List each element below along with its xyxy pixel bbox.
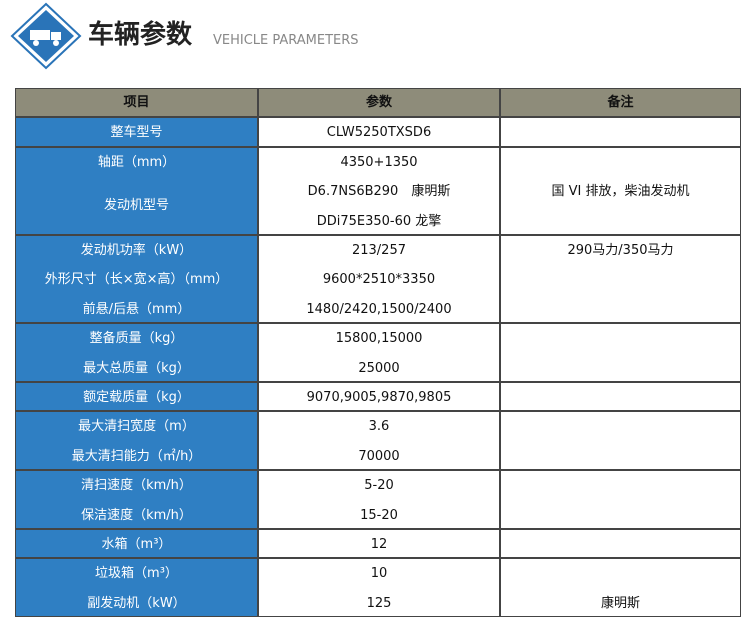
cell-text: 轴距（mm） — [97, 154, 176, 170]
table-cell: 5-20 15-20 — [258, 470, 500, 529]
table-cell: 发动机功率（kW） 外形尺寸（长×宽×高）（mm） 前悬/后悬（mm） — [15, 235, 258, 324]
cell-text: 外形尺寸（长×宽×高）（mm） — [44, 272, 229, 288]
table-cell: 垃圾箱（m³） 副发动机（kW） — [15, 558, 258, 617]
cell-text: 70000 — [358, 448, 400, 464]
table-cell: 4350+1350 D6.7NS6B290 康明斯 DDi75E350-60 龙擎 — [258, 146, 500, 235]
table-cell: 轴距（mm） 发动机型号 — [15, 146, 258, 235]
cell-text: 12 — [370, 537, 388, 552]
cell-text: 1480/2420,1500/2400 — [306, 301, 452, 317]
table-cell: 整车型号 — [15, 117, 258, 147]
logo-icon — [10, 2, 82, 70]
cell-text: 清扫速度（km/h） — [81, 478, 192, 494]
cell-text: 发动机型号 — [103, 198, 169, 214]
cell-text: 最大总质量（kg） — [83, 360, 190, 376]
cell-text: 25000 — [358, 360, 400, 376]
table-cell — [500, 411, 741, 471]
table-cell — [500, 470, 741, 529]
table-cell: 整备质量（kg） 最大总质量（kg） — [15, 323, 258, 382]
table-cell: CLW5250TXSD6 — [258, 117, 500, 147]
cell-text: D6.7NS6B290 康明斯 — [307, 184, 451, 200]
table-cell: 10 125 — [258, 558, 500, 617]
table-cell: 3.6 70000 — [258, 411, 500, 471]
cell-text: 垃圾箱（m³） — [95, 566, 178, 582]
cell-text: 3.6 — [368, 419, 390, 435]
cell-text: 保洁速度（km/h） — [81, 507, 192, 523]
cell-text: 项目 — [123, 95, 150, 110]
cell-text: 5-20 — [364, 478, 394, 494]
table-cell — [500, 117, 741, 147]
table-cell: 康明斯 — [500, 558, 741, 617]
cell-text: 15-20 — [360, 507, 398, 523]
cell-text: 整车型号 — [110, 125, 163, 141]
cell-text: 前悬/后悬（mm） — [82, 301, 191, 317]
cell-text: 213/257 — [351, 243, 406, 258]
header-cell: 参数 — [258, 88, 500, 118]
header-cell: 备注 — [500, 88, 741, 118]
table-cell — [500, 382, 741, 412]
cell-text: 290马力/350马力 — [567, 243, 674, 258]
table-cell: 9070,9005,9870,9805 — [258, 382, 500, 412]
cell-text: 水箱（m³） — [101, 537, 172, 552]
cell-text: CLW5250TXSD6 — [326, 125, 432, 141]
table-cell: 额定载质量（kg） — [15, 382, 258, 412]
table-cell: 国 VI 排放，柴油发动机 — [500, 146, 741, 235]
table-cell: 清扫速度（km/h） 保洁速度（km/h） — [15, 470, 258, 529]
table-cell: 最大清扫宽度（m） 最大清扫能力（㎡/h） — [15, 411, 258, 471]
cell-text: 15800,15000 — [335, 331, 423, 347]
table-cell: 290马力/350马力 — [500, 235, 741, 324]
cell-text: 副发动机（kW） — [87, 595, 186, 611]
cell-text: 10 — [370, 566, 388, 582]
cell-text: 125 — [366, 595, 392, 611]
cell-text: DDi75E350-60 龙擎 — [316, 213, 442, 229]
table-cell: 水箱（m³） — [15, 529, 258, 559]
table-cell: 15800,15000 25000 — [258, 323, 500, 382]
table-cell: 213/257 9600*2510*3350 1480/2420,1500/2400 — [258, 235, 500, 324]
cell-text: 最大清扫能力（㎡/h） — [71, 448, 202, 464]
table-cell: 12 — [258, 529, 500, 559]
cell-text: 4350+1350 — [340, 154, 418, 170]
cell-text: 9600*2510*3350 — [322, 272, 436, 288]
title: 车辆参数 — [88, 20, 193, 50]
cell-text: 康明斯 — [600, 595, 640, 611]
cell-text: 整备质量（kg） — [89, 331, 184, 347]
cell-text: 额定载质量（kg） — [83, 390, 190, 405]
cell-text: 备注 — [607, 95, 634, 110]
cell-text: 发动机功率（kW） — [80, 243, 193, 258]
cell-text: 最大清扫宽度（m） — [78, 419, 195, 435]
cell-text: 9070,9005,9870,9805 — [306, 390, 452, 405]
table-cell — [500, 323, 741, 382]
table-cell — [500, 529, 741, 559]
header-cell: 项目 — [15, 88, 258, 118]
cell-text: 参数 — [365, 95, 392, 110]
cell-text: 国 VI 排放，柴油发动机 — [551, 183, 690, 199]
subtitle: VEHICLE PARAMETERS — [213, 33, 359, 48]
